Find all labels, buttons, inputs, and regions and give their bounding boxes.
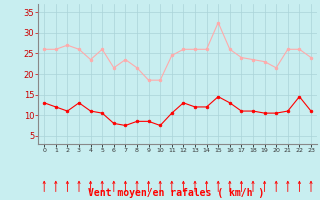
Text: Vent moyen/en rafales ( km/h ): Vent moyen/en rafales ( km/h ) xyxy=(88,188,264,198)
